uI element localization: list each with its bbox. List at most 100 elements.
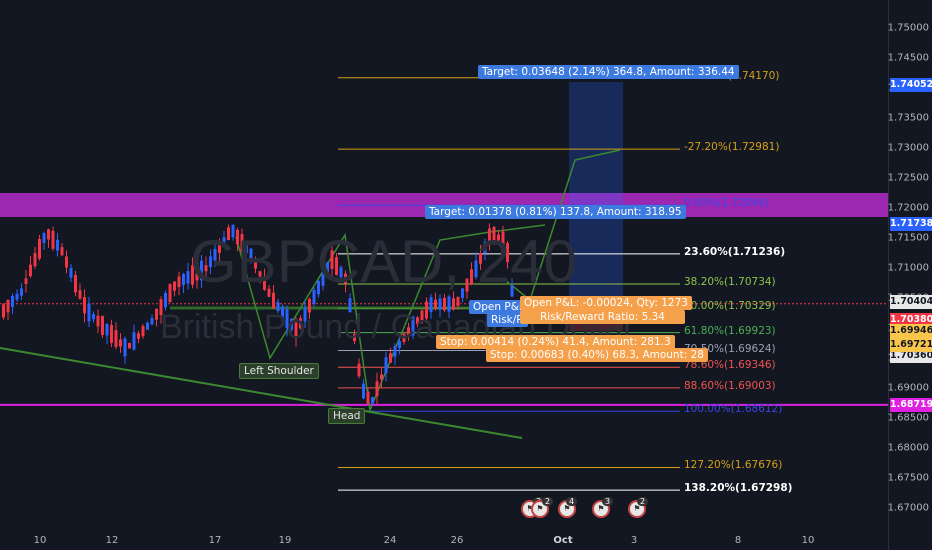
candle-body — [375, 381, 379, 397]
event-count: 3 — [602, 497, 614, 506]
candle-body — [339, 267, 343, 278]
candle-body — [38, 239, 41, 259]
candle-body — [83, 297, 86, 314]
candle-body — [92, 314, 95, 320]
watermark-symbol: GBPCAD, 240 — [190, 228, 577, 295]
risk-reward-label[interactable]: Risk/Reward Ratio: 5.34 — [520, 310, 685, 324]
price-tag: 1.68719 — [890, 397, 932, 412]
candle-body — [258, 271, 262, 277]
candle-body — [438, 298, 442, 310]
candle-body — [461, 288, 464, 298]
candle-body — [353, 334, 356, 342]
candle-body — [128, 343, 131, 349]
price-tag: 1.70380 — [890, 313, 932, 327]
candle-body — [312, 289, 316, 304]
x-tick-label: 8 — [734, 535, 742, 546]
candle-body — [132, 332, 136, 350]
candle-body — [213, 249, 217, 261]
open-pl-left-label[interactable]: Open P&L — [469, 300, 529, 314]
candle-body — [420, 310, 424, 321]
candle-body — [452, 298, 455, 310]
x-tick-label: 12 — [105, 535, 119, 546]
stop-label-1[interactable]: Stop: 0.00414 (0.24%) 41.4, Amount: 281.… — [436, 335, 675, 349]
candle-body — [137, 333, 140, 339]
candle-body — [2, 304, 5, 318]
risk-left-label[interactable]: Risk/R — [487, 313, 528, 327]
price-axis[interactable]: 1.750001.745001.740001.735001.730001.725… — [888, 0, 932, 550]
head-label[interactable]: Head — [328, 408, 366, 424]
candle-body — [434, 299, 437, 309]
left-shoulder-label[interactable]: Left Shoulder — [239, 363, 319, 379]
x-tick-label: 17 — [208, 535, 222, 546]
price-tag: 1.69721 — [890, 337, 932, 352]
candle-body — [290, 318, 293, 330]
y-tick-label: 1.68000 — [887, 442, 929, 454]
candle-body — [294, 322, 298, 339]
candle-body — [141, 326, 145, 337]
price-tag: 1.74052 — [890, 77, 932, 92]
fib-label: 61.80%(1.69923) — [684, 324, 776, 337]
candle-body — [497, 234, 500, 241]
candle-body — [11, 295, 14, 307]
candle-body — [78, 290, 82, 299]
price-tag: 1.70404 — [890, 295, 932, 309]
price-tag: 1.70360 — [890, 349, 932, 363]
candle-body — [492, 226, 496, 242]
candle-body — [240, 233, 244, 253]
candle-body — [393, 346, 397, 357]
candle-body — [443, 297, 446, 311]
candle-body — [164, 292, 167, 308]
y-tick-label: 1.73500 — [887, 112, 929, 124]
price-tag: 1.71738 — [890, 216, 932, 231]
candle-body — [276, 302, 280, 312]
y-tick-label: 1.68500 — [887, 412, 929, 424]
candle-body — [150, 318, 154, 325]
candle-body — [96, 315, 100, 327]
candle-body — [182, 273, 185, 286]
y-tick-label: 1.69000 — [887, 382, 929, 394]
y-tick-label: 1.74500 — [887, 52, 929, 64]
event-count: 2 — [637, 497, 649, 506]
candle-body — [29, 264, 32, 277]
candle-body — [51, 230, 55, 249]
y-tick-label: 1.71500 — [887, 232, 929, 244]
candle-body — [362, 383, 365, 399]
target-mid-label[interactable]: Target: 0.01378 (0.81%) 137.8, Amount: 3… — [425, 205, 686, 219]
candle-body — [195, 265, 199, 281]
price-tag: 1.69946 — [890, 324, 932, 339]
candle-body — [101, 315, 104, 335]
candle-body — [366, 391, 370, 404]
y-tick-label: 1.75000 — [887, 22, 929, 34]
stop-label-2[interactable]: Stop: 0.00683 (0.40%) 68.3, Amount: 28 — [486, 348, 708, 362]
fib-label: 38.20%(1.70734) — [684, 275, 776, 288]
candle-body — [285, 308, 289, 328]
candle-body — [204, 265, 208, 272]
candle-body — [105, 323, 109, 336]
candle-body — [249, 248, 253, 262]
event-count: 4 — [566, 497, 578, 506]
candle-body — [429, 297, 433, 313]
candle-body — [488, 228, 491, 246]
candle-body — [474, 260, 478, 278]
candle-body — [159, 299, 163, 316]
candle-body — [272, 292, 275, 309]
candle-body — [231, 224, 235, 238]
y-tick-label: 1.73000 — [887, 142, 929, 154]
target-top-label[interactable]: Target: 0.03648 (2.14%) 364.8, Amount: 3… — [478, 65, 739, 79]
candle-body — [87, 303, 91, 322]
candle-body — [308, 298, 311, 313]
candle-body — [470, 269, 473, 285]
event-count: 2 — [542, 497, 554, 506]
chart-area[interactable]: GBPCAD, 240 British Pound / Canadian Doll… — [0, 0, 888, 550]
candle-body — [380, 374, 383, 380]
projection-line — [504, 149, 621, 302]
candle-body — [123, 338, 127, 357]
candle-body — [227, 227, 230, 241]
candle-body — [357, 363, 361, 377]
x-tick-label: 10 — [33, 535, 47, 546]
candle-body — [425, 301, 428, 319]
open-pl-label[interactable]: Open P&L: -0.00024, Qty: 1273 — [520, 296, 692, 310]
candle-body — [236, 229, 239, 245]
candle-body — [317, 280, 320, 295]
candle-body — [465, 278, 469, 292]
